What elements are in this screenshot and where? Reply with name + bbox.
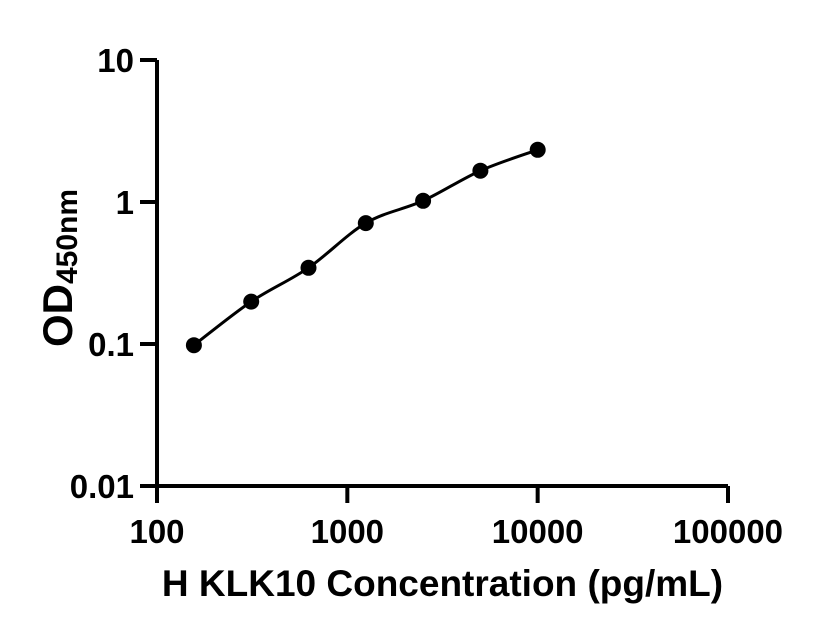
data-point-marker: [529, 141, 546, 158]
x-tick-label: 10000: [492, 513, 584, 550]
standard-curve-line: [192, 148, 539, 347]
y-axis-title-subscript: 450nm: [51, 189, 84, 284]
y-axis-title: OD450nm: [34, 189, 84, 347]
y-axis-title-main: OD: [34, 284, 81, 347]
data-point-marker: [415, 192, 432, 209]
y-tick-label: 0.1: [88, 326, 134, 363]
y-tick-label: 0.01: [70, 468, 134, 505]
data-point-marker: [472, 162, 489, 179]
x-tick-label: 1000: [311, 513, 384, 550]
data-point-marker: [300, 259, 317, 276]
data-point-marker: [243, 293, 260, 310]
x-axis-title: H KLK10 Concentration (pg/mL): [162, 563, 723, 604]
x-tick-label: 100000: [673, 513, 783, 550]
y-tick-label: 10: [97, 42, 134, 79]
axis-spine: [155, 60, 728, 488]
x-tick-label: 100: [129, 513, 184, 550]
data-point-marker: [185, 337, 202, 354]
data-point-marker: [357, 215, 374, 232]
y-tick-label: 1: [116, 184, 134, 221]
